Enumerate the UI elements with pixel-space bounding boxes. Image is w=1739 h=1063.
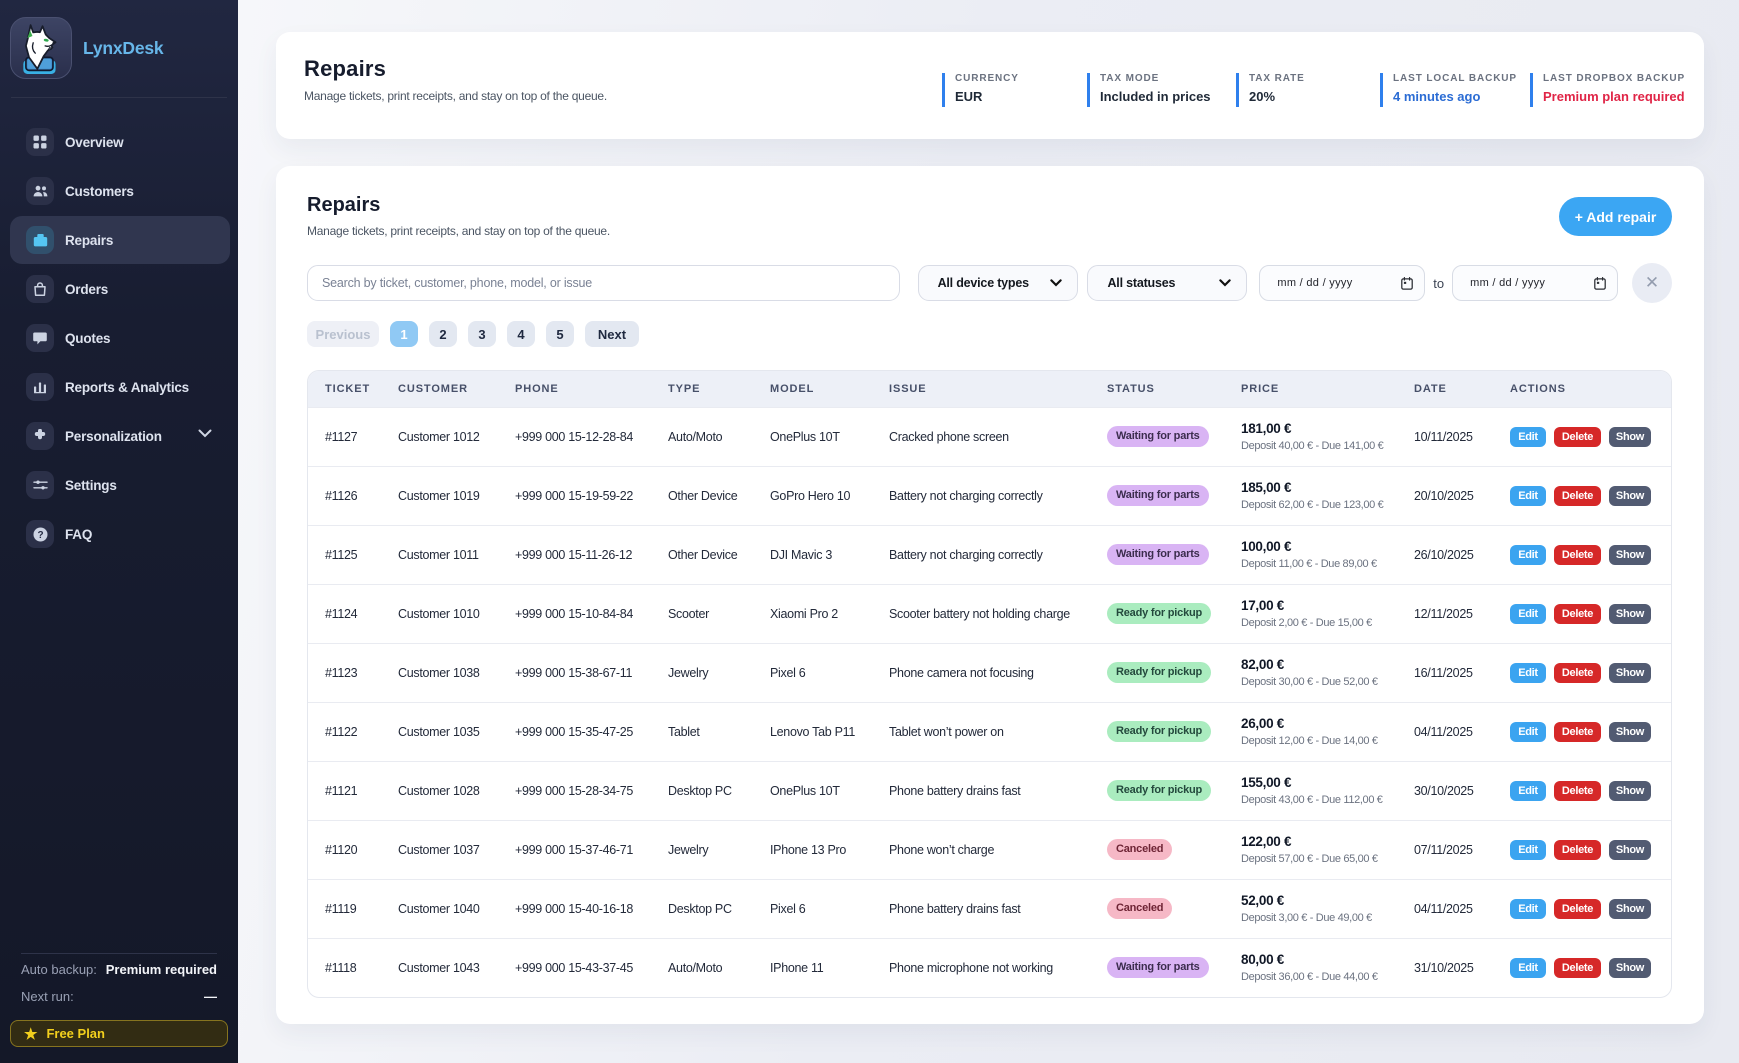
svg-text:?: ? [37, 530, 43, 541]
